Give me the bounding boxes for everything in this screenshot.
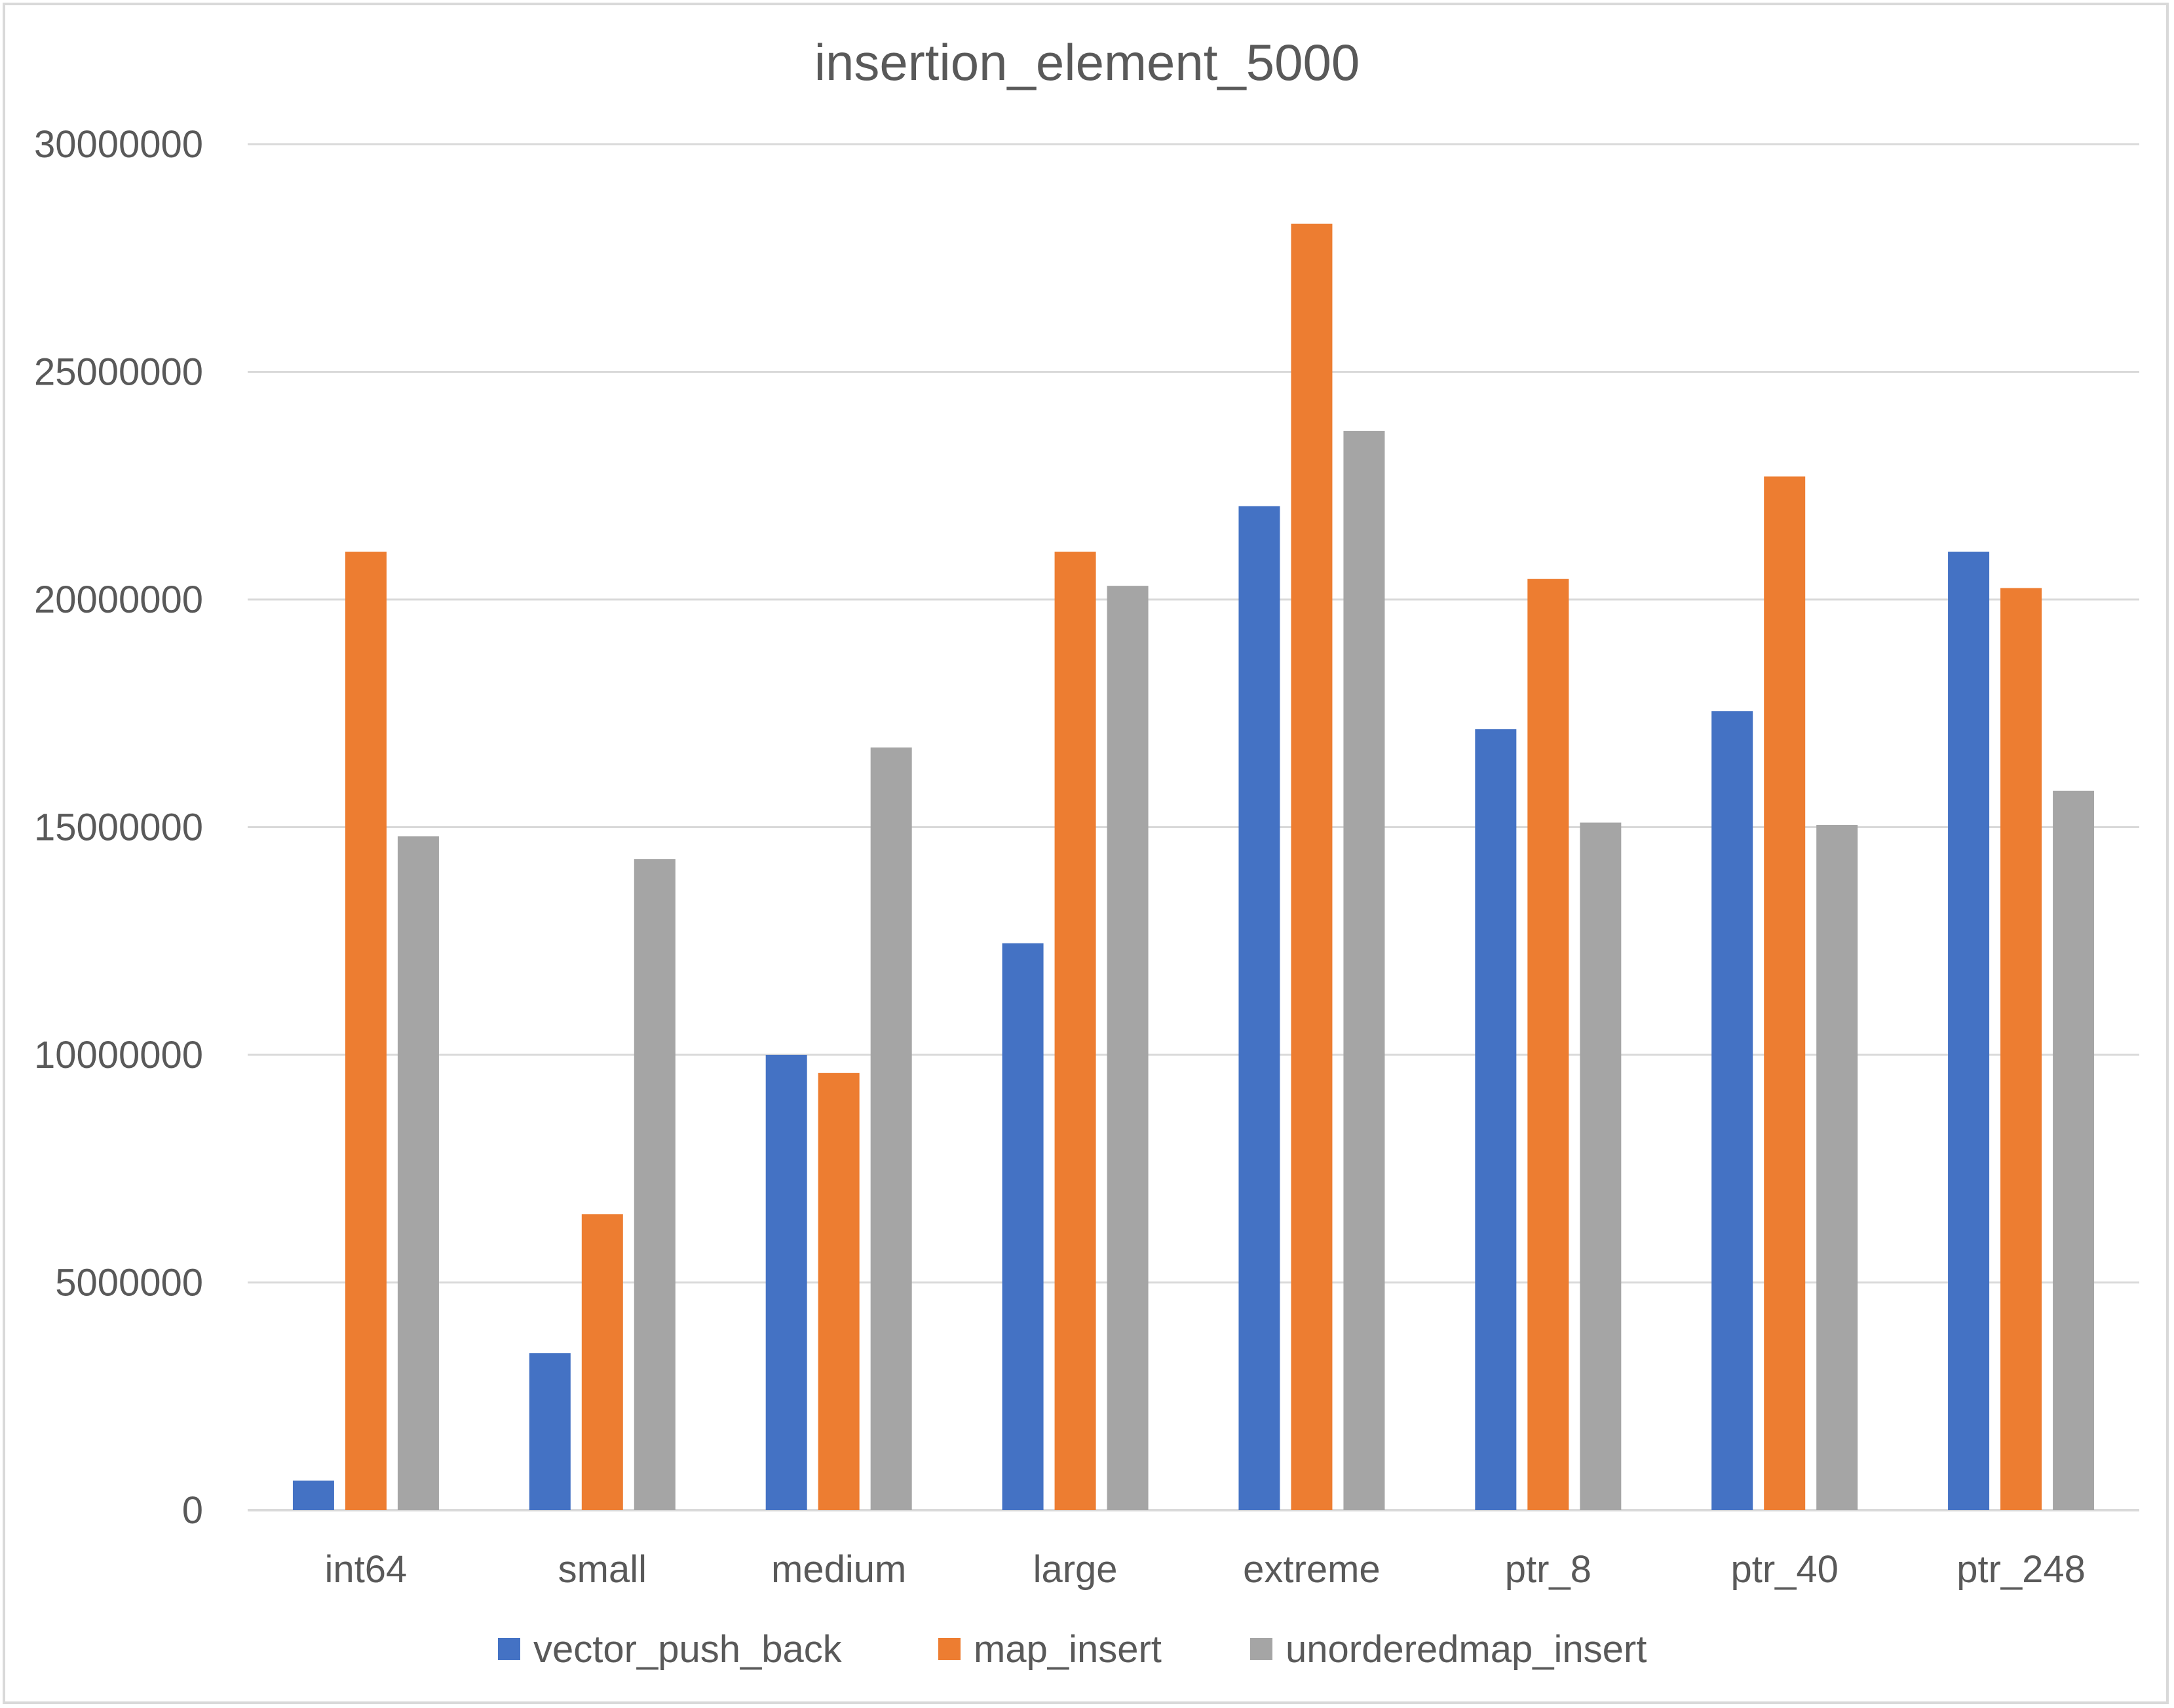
x-tick-label: extreme [1243, 1548, 1381, 1591]
legend-label-vector_push_back: vector_push_back [533, 1628, 843, 1671]
bar-unorderedmap_insert-extreme [1343, 430, 1385, 1510]
x-tick-label: int64 [325, 1548, 408, 1591]
x-tick-label: ptr_40 [1730, 1548, 1838, 1591]
y-axis-ticks: 0 5000000 10000000 15000000 20000000 25000000… [34, 123, 203, 1532]
bar-unorderedmap_insert-ptr_8 [1580, 822, 1622, 1510]
bar-vector_push_back-small [529, 1353, 571, 1510]
x-axis-ticks: int64 small medium large extreme ptr_8 ptr_40 p… [325, 1548, 2086, 1591]
bar-vector_push_back-int64 [292, 1480, 334, 1510]
x-tick-label: ptr_8 [1505, 1548, 1592, 1591]
legend-label-unorderedmap_insert: unorderedmap_insert [1286, 1628, 1647, 1671]
x-tick-label: small [558, 1548, 647, 1591]
bar-unorderedmap_insert-ptr_40 [1816, 825, 1858, 1510]
y-tick-label: 20000000 [34, 579, 203, 621]
y-tick-label: 10000000 [34, 1034, 203, 1076]
legend-swatch-unorderedmap_insert [1250, 1638, 1272, 1660]
legend-swatch-map_insert [938, 1638, 961, 1660]
bar-unorderedmap_insert-medium [870, 747, 912, 1510]
bar-unorderedmap_insert-int64 [397, 836, 439, 1510]
y-tick-label: 30000000 [34, 123, 203, 166]
y-tick-label: 0 [182, 1489, 203, 1532]
legend-swatch-vector_push_back [498, 1638, 520, 1660]
x-tick-label: large [1033, 1548, 1118, 1591]
y-tick-label: 5000000 [55, 1262, 203, 1304]
bar-map_insert-extreme [1291, 223, 1333, 1510]
bar-vector_push_back-medium [765, 1055, 807, 1510]
bar-map_insert-ptr_8 [1527, 579, 1569, 1510]
bar-map_insert-int64 [345, 552, 387, 1510]
bar-map_insert-medium [818, 1072, 860, 1510]
bar-unorderedmap_insert-ptr_248 [2053, 790, 2095, 1510]
x-tick-label: medium [771, 1548, 906, 1591]
bar-unorderedmap_insert-small [634, 859, 676, 1510]
x-tick-label: ptr_248 [1956, 1548, 2086, 1591]
bar-vector_push_back-ptr_8 [1475, 729, 1517, 1510]
bar-map_insert-ptr_248 [2000, 588, 2042, 1510]
legend-label-map_insert: map_insert [974, 1628, 1162, 1671]
bar-map_insert-large [1054, 552, 1096, 1510]
bar-vector_push_back-extreme [1238, 506, 1280, 1510]
bar-map_insert-ptr_40 [1764, 476, 1806, 1510]
bar-vector_push_back-ptr_40 [1711, 711, 1753, 1510]
y-tick-label: 25000000 [34, 351, 203, 394]
bar-vector_push_back-ptr_248 [1948, 552, 1990, 1510]
bar-map_insert-small [581, 1214, 623, 1510]
bar-vector_push_back-large [1002, 943, 1044, 1510]
chart-title: insertion_element_5000 [814, 33, 1360, 91]
bar-unorderedmap_insert-large [1107, 586, 1149, 1510]
legend: vector_push_back map_insert unorderedmap_i… [498, 1628, 1647, 1671]
y-tick-label: 15000000 [34, 807, 203, 849]
bars [292, 223, 2095, 1510]
